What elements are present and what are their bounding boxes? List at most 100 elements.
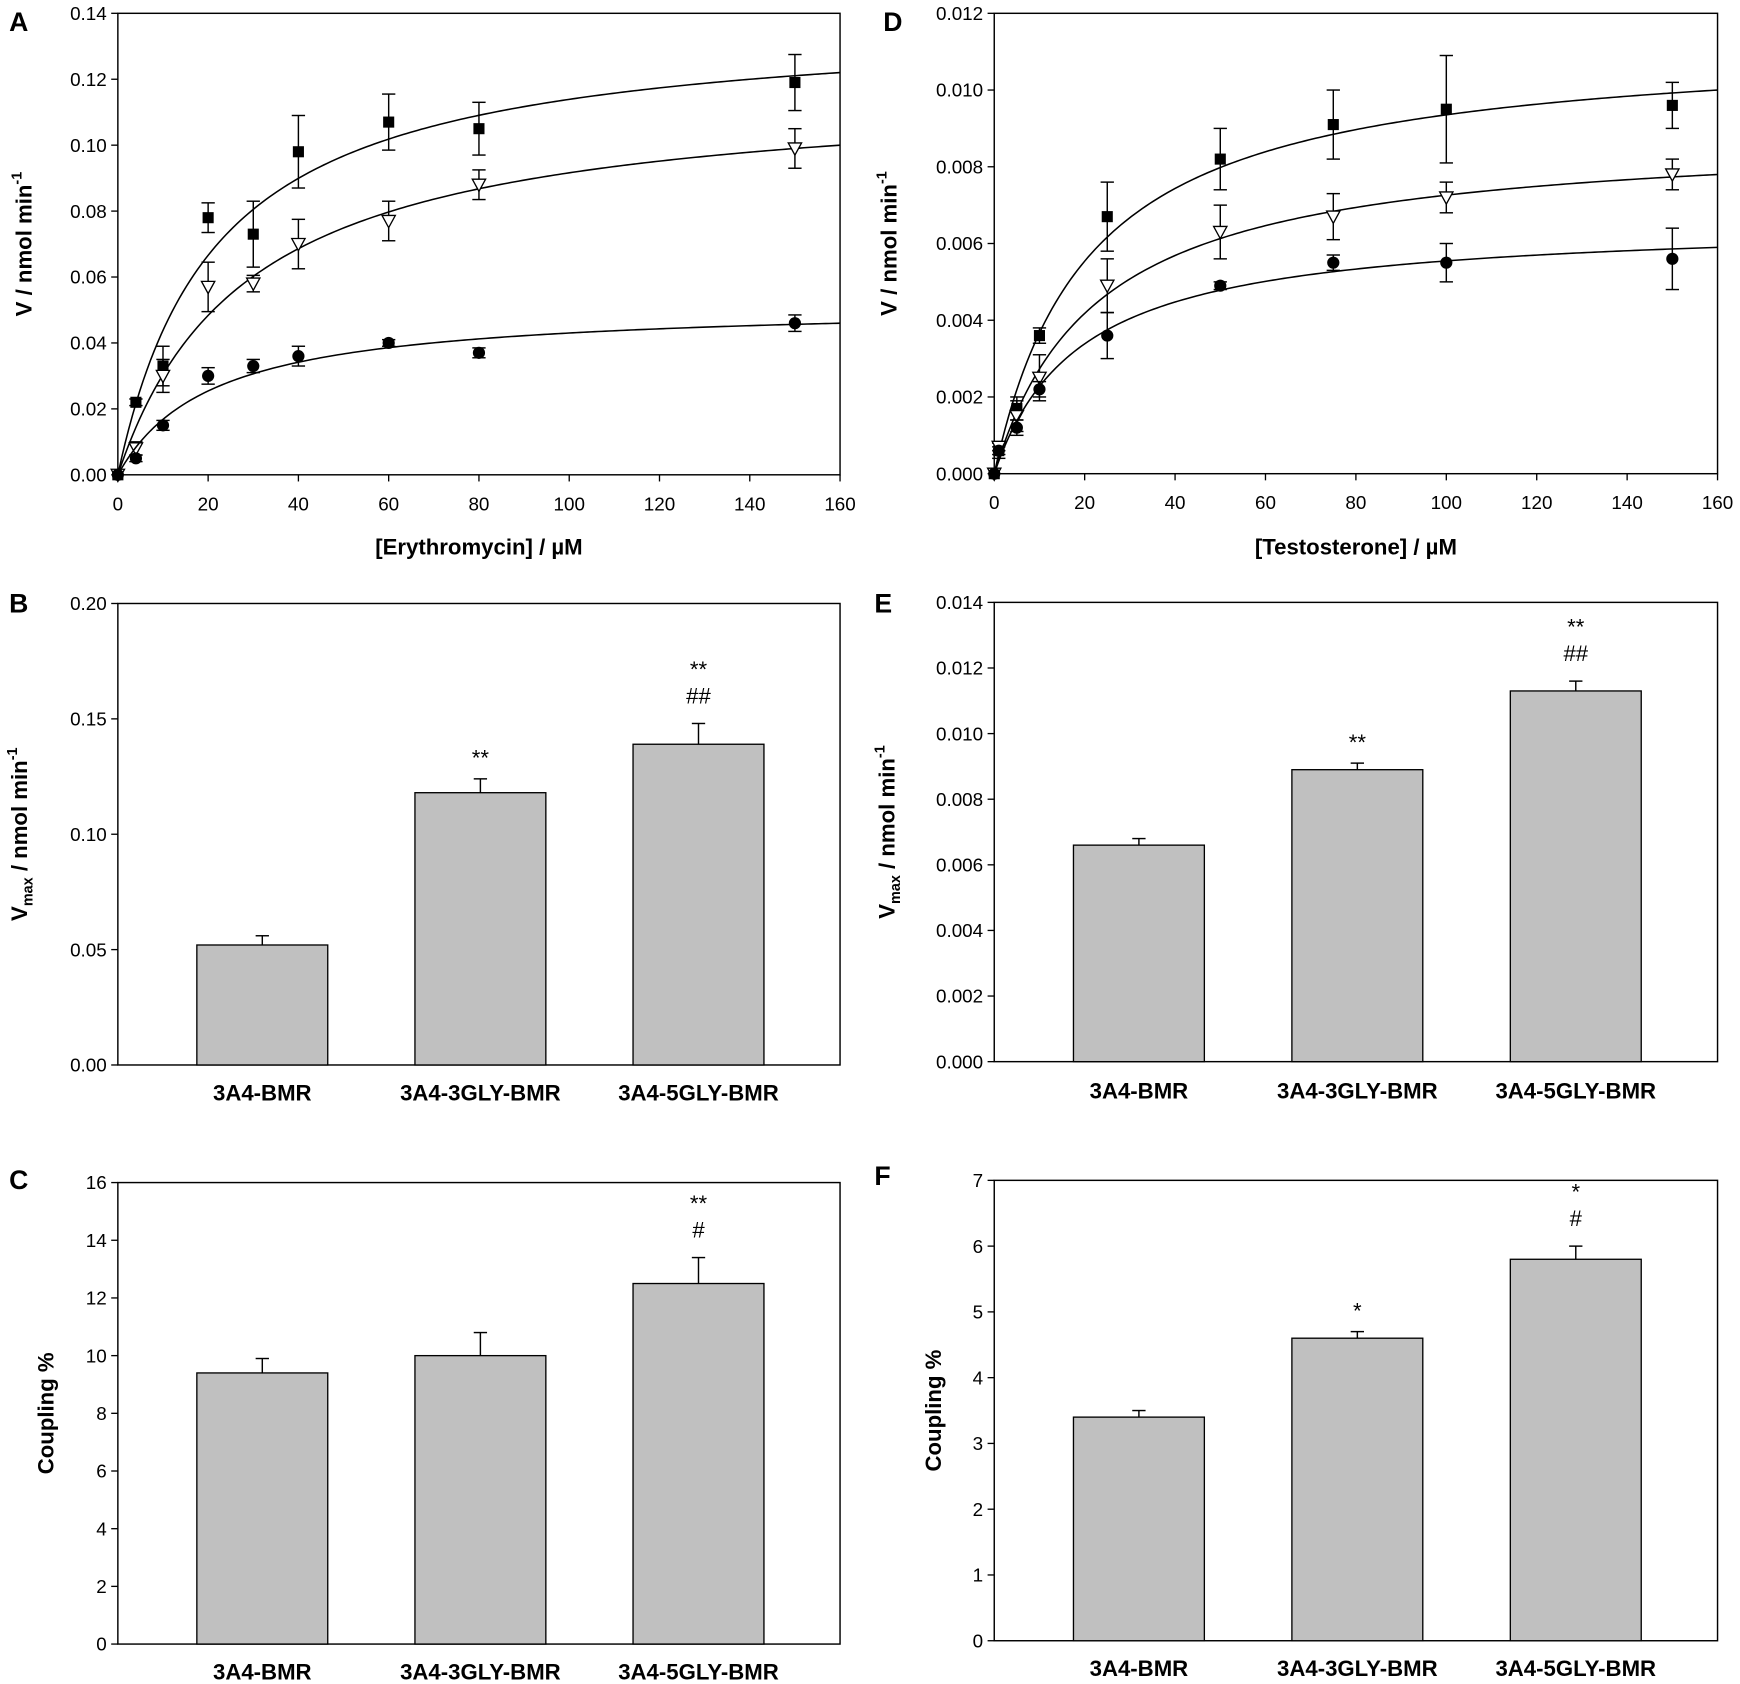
data-point-circle	[1440, 256, 1453, 269]
x-tick-label: 60	[378, 493, 399, 514]
category-label: 3A4-BMR	[213, 1080, 312, 1105]
y-tick-label: 0.08	[70, 201, 107, 222]
y-tick-label: 0	[973, 1630, 983, 1651]
category-label: 3A4-3GLY-BMR	[1277, 1078, 1438, 1103]
significance-mark: #	[1570, 1206, 1583, 1231]
x-tick-label: 140	[1611, 492, 1642, 513]
data-point-circle	[1214, 279, 1227, 292]
series-triangle-down-open	[110, 127, 841, 483]
panel-b: B 0.00 0.05 0.10 0.15 0.20 Vmax / nmol min-1 3A…	[5, 588, 841, 1105]
panel-e: E 0.000 0.002 0.004 0.006 0.008 0.010 0.012 0.01…	[872, 588, 1719, 1103]
y-tick-label: 14	[86, 1230, 107, 1251]
category-label: 3A4-3GLY-BMR	[1277, 1656, 1438, 1681]
x-tick-label: 80	[468, 493, 489, 514]
y-tick-label: 1	[973, 1565, 983, 1586]
panel-a: A 0.00 0.02 0.04 0.06 0.08 0.10 0.12 0.14 V / nmo…	[9, 3, 856, 560]
panel-d: D 0.000 0.002 0.004 0.006 0.008 0.010 0.012 V / …	[875, 3, 1734, 560]
data-point-circle	[988, 467, 1001, 480]
data-point-triangle	[1099, 279, 1116, 294]
y-axis-label: Vmax / nmol min-1	[872, 745, 904, 918]
significance-mark: **	[1567, 615, 1585, 640]
data-point-square	[1033, 330, 1046, 342]
significance-mark: ##	[1563, 641, 1588, 666]
x-tick-label: 140	[734, 493, 765, 514]
y-tick-label: 0.002	[936, 387, 983, 408]
y-tick-label: 6	[973, 1236, 983, 1257]
bar	[414, 792, 547, 1066]
x-tick-label: 40	[1165, 492, 1186, 513]
panel-letter: A	[9, 7, 28, 37]
significance-mark: #	[692, 1218, 705, 1243]
data-point-circle	[129, 452, 143, 465]
bar	[196, 1372, 329, 1645]
bar	[1072, 844, 1206, 1063]
data-point-circle	[382, 336, 395, 350]
data-point-triangle	[1438, 191, 1455, 206]
bar	[1509, 1258, 1642, 1642]
data-point-square	[202, 212, 214, 224]
y-tick-label: 3	[973, 1433, 983, 1454]
y-axis-label: Coupling %	[34, 1352, 59, 1474]
panel-letter: F	[874, 1161, 890, 1191]
plot-frame	[993, 12, 1719, 475]
series-square	[988, 54, 1718, 480]
data-point-circle	[788, 317, 802, 330]
data-point-square	[1327, 119, 1339, 131]
y-tick-label: 0.014	[936, 592, 983, 613]
data-point-circle	[1327, 256, 1340, 269]
data-point-circle	[202, 369, 215, 383]
y-tick-label: 0.02	[70, 399, 107, 420]
fit-curve	[993, 173, 1718, 474]
data-point-triangle	[1031, 371, 1048, 386]
y-tick-label: 0.10	[70, 824, 107, 845]
category-label: 3A4-5GLY-BMR	[618, 1080, 779, 1105]
y-tick-label: 0.12	[70, 69, 107, 90]
y-tick-label: 0.002	[936, 986, 983, 1007]
data-point-triangle	[155, 369, 171, 384]
y-tick-label: 0.008	[936, 789, 983, 810]
y-tick-label: 0.006	[936, 233, 983, 254]
y-tick-label: 0.012	[936, 658, 983, 679]
bar	[632, 743, 765, 1066]
y-label-rest: / nmol min	[7, 760, 32, 877]
y-tick-label: 0.20	[70, 593, 107, 614]
y-tick-label: 0.00	[70, 464, 107, 485]
x-tick-label: 40	[288, 493, 309, 514]
y-tick-label: 4	[973, 1367, 983, 1388]
data-point-triangle	[380, 214, 397, 230]
data-point-circle	[992, 444, 1005, 457]
y-axis-label: Vmax / nmol min-1	[5, 747, 37, 920]
data-point-circle	[1033, 383, 1046, 396]
category-label: 3A4-3GLY-BMR	[400, 1080, 561, 1105]
data-point-square	[789, 76, 801, 89]
x-tick-label: 20	[198, 493, 219, 514]
category-label: 3A4-BMR	[213, 1660, 312, 1684]
y-tick-label: 0.15	[70, 709, 107, 730]
data-point-square	[383, 116, 395, 128]
x-tick-label: 80	[1345, 492, 1366, 513]
series-circle	[988, 227, 1718, 480]
data-point-circle	[247, 359, 260, 373]
y-axis-label: V / nmol min-1	[9, 172, 36, 317]
data-point-circle	[156, 419, 170, 432]
y-tick-label: 0.006	[936, 854, 983, 875]
data-point-circle	[1010, 421, 1023, 434]
y-label-sup: -1	[9, 172, 25, 185]
y-tick-label: 0.012	[936, 3, 983, 24]
y-tick-label: 0.004	[936, 920, 983, 941]
x-axis-label: [Erythromycin] / µM	[375, 535, 582, 560]
data-point-circle	[1101, 329, 1114, 342]
bar	[1072, 1416, 1206, 1642]
y-label-sup: -1	[872, 745, 888, 758]
fit-curve	[993, 246, 1718, 474]
category-label: 3A4-3GLY-BMR	[400, 1660, 561, 1684]
x-tick-label: 100	[1431, 492, 1462, 513]
y-tick-label: 0.004	[936, 310, 983, 331]
category-label: 3A4-5GLY-BMR	[1495, 1656, 1656, 1681]
y-label-rest: / nmol min	[874, 758, 899, 875]
data-point-square	[473, 123, 485, 135]
data-point-square	[1214, 153, 1226, 165]
significance-mark: **	[472, 746, 490, 771]
x-tick-label: 60	[1255, 492, 1276, 513]
